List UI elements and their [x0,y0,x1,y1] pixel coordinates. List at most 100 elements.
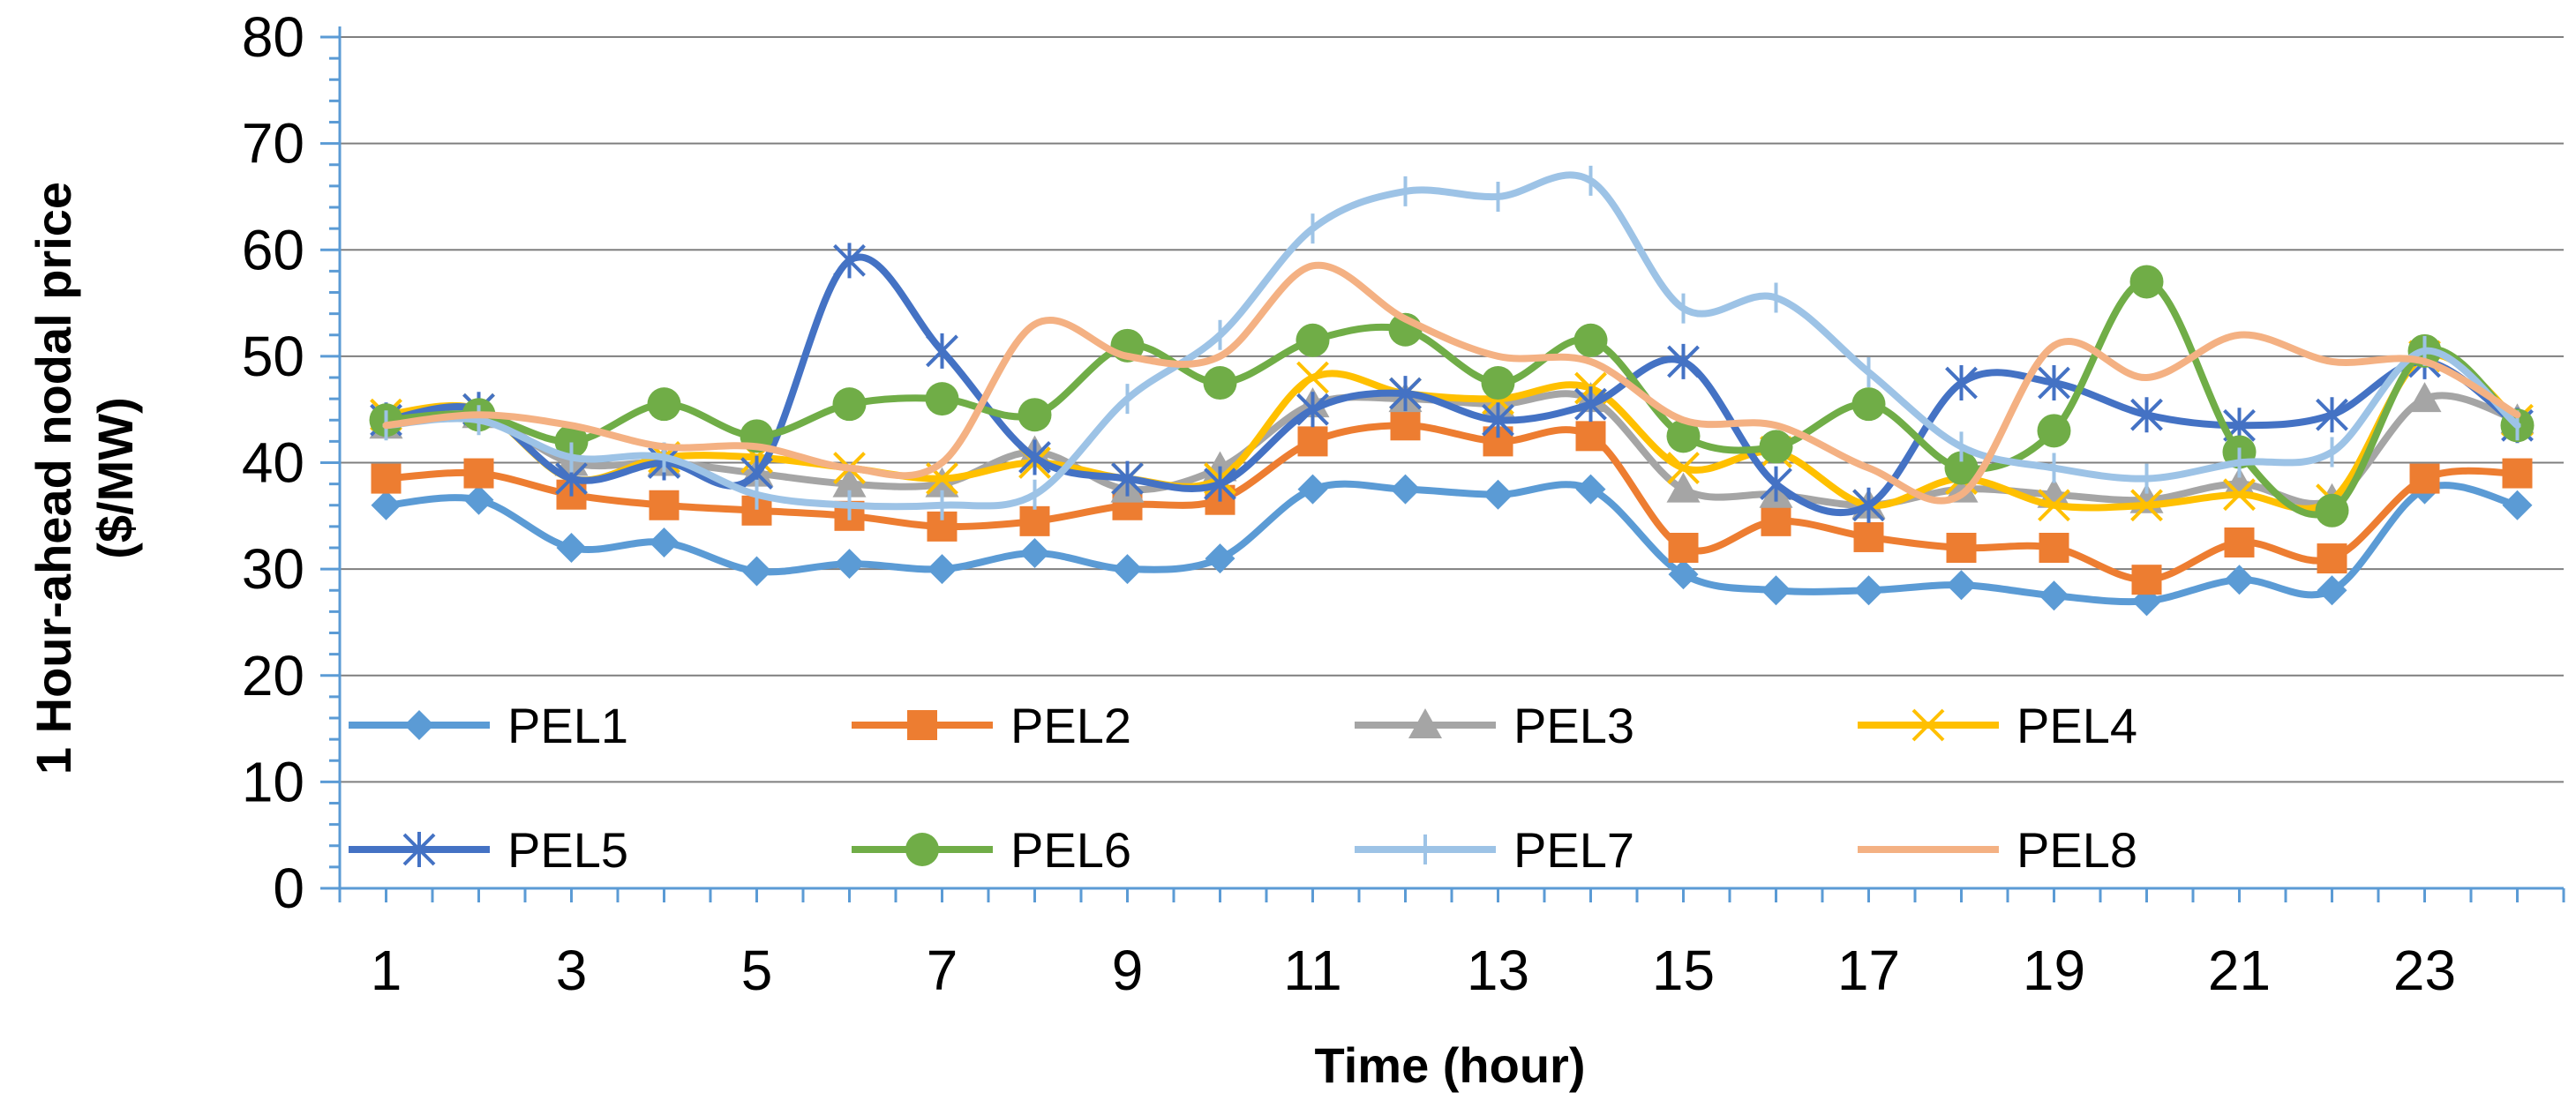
y-tick-label: 60 [242,218,304,281]
data-point-pel7 [1957,431,1965,462]
data-point-pel6 [1481,366,1515,400]
legend-marker [1422,834,1429,864]
data-point-pel7 [1865,356,1873,387]
legend: PEL1 PEL2 PEL3 PEL4 PEL5 PEL6 PEL7 PEL8 [349,698,2137,878]
data-point-pel1 [649,527,680,557]
data-point-pel3 [1666,472,1701,503]
data-point-pel3 [2222,467,2257,498]
data-point-pel7 [1123,384,1131,415]
legend-item-pel3: PEL3 [1355,698,1634,753]
data-point-pel5 [1204,466,1236,502]
data-point-pel2 [1297,426,1328,457]
data-point-pel6 [2315,493,2349,528]
legend-item-pel2: PEL2 [852,698,1131,753]
data-point-pel7 [2328,437,2336,468]
data-point-pel4 [1296,361,1329,394]
data-point-pel2 [2131,565,2162,595]
legend-item-pel8: PEL8 [1858,822,2137,878]
data-point-pel5 [1574,386,1607,423]
data-point-pel3 [832,467,867,498]
data-point-pel4 [2130,489,2163,522]
series-line-pel8 [382,261,2521,505]
data-point-pel6 [1203,366,1237,400]
x-tick-label: 21 [2208,939,2271,1002]
data-point-pel2 [1019,505,1050,536]
data-point-pel5 [833,243,866,279]
legend-item-pel7: PEL7 [1355,822,1634,878]
data-point-pel7 [753,479,761,510]
data-point-pel5 [1482,402,1514,438]
y-tick-label: 0 [273,857,304,920]
data-point-pel5 [1111,460,1144,497]
data-point-pel2 [1761,505,1791,536]
data-point-pel6 [1666,419,1701,453]
data-point-pel5 [1945,365,1978,401]
legend-label: PEL7 [1513,822,1634,878]
data-point-pel7 [1216,319,1224,350]
data-point-pel7 [567,442,575,473]
legend-marker [907,710,937,740]
legend-marker [1408,708,1442,738]
data-point-pel1 [834,549,865,580]
data-point-pel2 [2409,463,2440,494]
data-point-pel1 [1390,474,1421,505]
series-layer [369,165,2535,617]
data-point-pel1 [1205,543,1235,574]
data-point-pel7 [1494,181,1502,212]
legend-label: PEL1 [507,698,628,753]
data-point-pel6 [2037,414,2071,448]
data-point-pel2 [1668,533,1699,563]
legend-label: PEL3 [1513,698,1634,753]
data-point-pel6 [1944,451,1979,485]
series-pel8 [382,261,2521,505]
series-pel2 [371,410,2533,595]
data-point-pel1 [371,490,402,520]
data-point-pel5 [1018,439,1051,475]
data-point-pel6 [1759,430,1793,464]
data-point-pel2 [2039,533,2069,563]
legend-label: PEL6 [1010,822,1131,878]
y-tick-label: 50 [242,325,304,388]
data-point-pel4 [2038,489,2070,522]
data-point-pel1 [1761,575,1791,606]
data-point-pel2 [1853,521,1884,552]
x-tick-label: 7 [927,939,958,1002]
data-point-pel1 [2224,565,2255,595]
data-point-pel1 [1112,554,1143,585]
legend-marker [905,833,939,866]
legend-marker [1911,708,1945,742]
data-point-pel1 [1483,479,1513,510]
data-point-pel7 [938,490,946,520]
data-point-pel2 [1575,421,1606,452]
legend-label: PEL4 [2016,698,2137,753]
data-point-pel2 [649,490,680,520]
data-point-pel1 [1853,575,1884,606]
x-tick-label: 15 [1652,939,1715,1002]
legend-item-pel1: PEL1 [349,698,628,753]
data-point-pel6 [832,387,867,422]
data-point-pel2 [463,458,494,489]
data-point-pel2 [1946,533,1977,563]
series-pel1 [371,474,2533,617]
data-point-pel1 [1946,570,1977,601]
data-point-pel7 [1401,176,1409,206]
legend-label: PEL8 [2016,822,2137,878]
data-point-pel7 [2050,453,2058,483]
legend-marker [404,710,434,740]
legend-item-pel6: PEL6 [852,822,1131,878]
data-point-pel2 [2317,543,2347,574]
legend-marker [402,832,436,867]
y-tick-label: 10 [242,750,304,813]
x-tick-label: 17 [1837,939,1900,1002]
legend-label: PEL2 [1010,698,1131,753]
data-point-pel7 [1587,165,1595,196]
legend-item-pel5: PEL5 [349,822,628,878]
y-tick-label: 40 [242,431,304,495]
data-point-pel6 [2129,265,2164,299]
x-tick-label: 9 [1112,939,1144,1002]
data-point-pel7 [2143,463,2151,494]
x-tick-label: 3 [556,939,588,1002]
data-point-pel3 [2407,382,2442,413]
data-point-pel1 [927,554,958,585]
